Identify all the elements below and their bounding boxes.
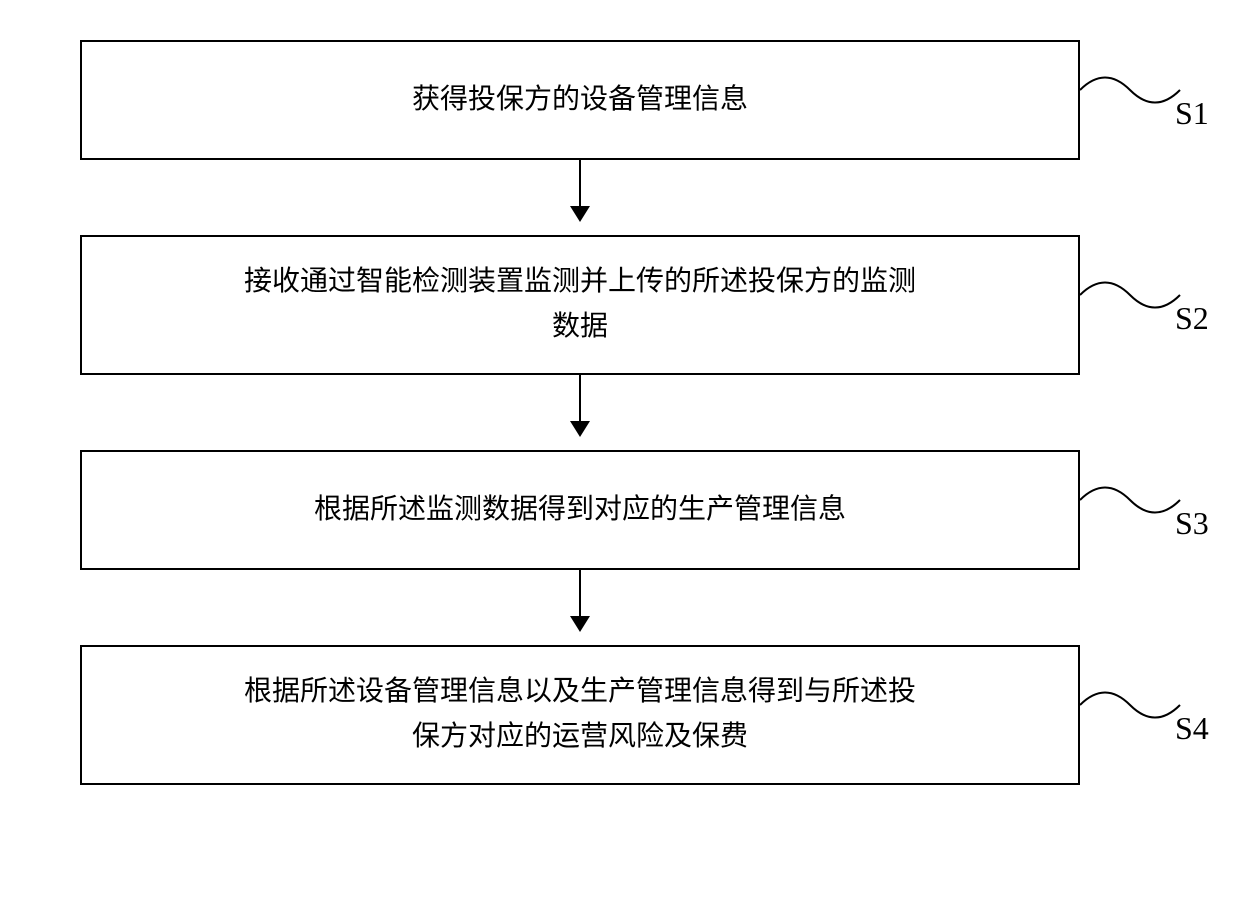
step-text-s4-line2: 保方对应的运营风险及保费	[412, 721, 748, 752]
label-s1: S1	[1175, 95, 1209, 132]
step-box-s3: 根据所述监测数据得到对应的生产管理信息	[80, 450, 1080, 570]
step-text-s4-line1: 根据所述设备管理信息以及生产管理信息得到与所述投	[244, 676, 916, 707]
step-text-s2-line1: 接收通过智能检测装置监测并上传的所述投保方的监测	[244, 266, 916, 297]
arrow-s3-s4	[80, 570, 1080, 645]
arrow-line	[579, 570, 581, 630]
flowchart-container: 获得投保方的设备管理信息 接收通过智能检测装置监测并上传的所述投保方的监测 数据…	[80, 40, 1080, 785]
label-s3: S3	[1175, 505, 1209, 542]
step-box-s1: 获得投保方的设备管理信息	[80, 40, 1080, 160]
arrow-s1-s2	[80, 160, 1080, 235]
step-text-s4: 根据所述设备管理信息以及生产管理信息得到与所述投 保方对应的运营风险及保费	[244, 670, 916, 760]
arrow-line	[579, 160, 581, 220]
step-text-s2: 接收通过智能检测装置监测并上传的所述投保方的监测 数据	[244, 260, 916, 350]
step-box-s2: 接收通过智能检测装置监测并上传的所述投保方的监测 数据	[80, 235, 1080, 375]
label-s2: S2	[1175, 300, 1209, 337]
label-s4: S4	[1175, 710, 1209, 747]
step-text-s3: 根据所述监测数据得到对应的生产管理信息	[314, 488, 846, 533]
step-text-s1: 获得投保方的设备管理信息	[412, 78, 748, 123]
step-text-s2-line2: 数据	[552, 311, 608, 342]
arrow-s2-s3	[80, 375, 1080, 450]
arrow-line	[579, 375, 581, 435]
step-box-s4: 根据所述设备管理信息以及生产管理信息得到与所述投 保方对应的运营风险及保费	[80, 645, 1080, 785]
